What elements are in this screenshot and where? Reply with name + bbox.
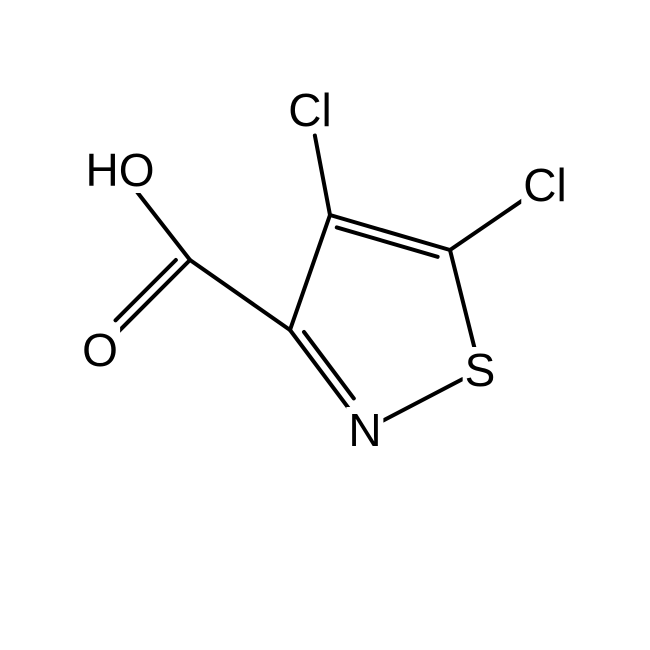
atom-OH: HO: [84, 147, 157, 193]
atom-O_carbonyl: O: [80, 327, 120, 373]
atom-Cl5: Cl: [521, 162, 568, 208]
atom-Cl4: Cl: [286, 87, 333, 133]
atom-S: S: [463, 347, 498, 393]
structure-canvas: O HO N S Cl Cl: [0, 0, 650, 650]
atom-N: N: [346, 407, 383, 453]
